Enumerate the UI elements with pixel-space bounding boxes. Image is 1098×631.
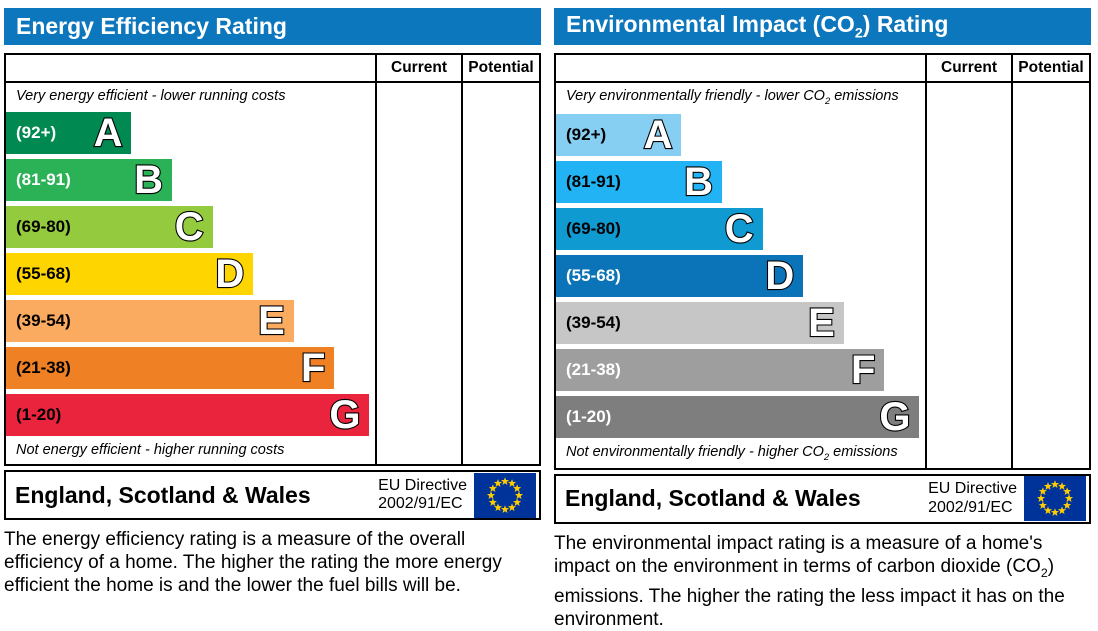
band-range-label: (1-20): [16, 405, 62, 424]
band-row-e: (39-54) E: [556, 300, 844, 345]
current-column-header: Current: [375, 55, 461, 83]
band-range-label: (21-38): [16, 358, 71, 377]
band-range-label: (69-80): [16, 217, 71, 236]
band-row-e: (39-54) E: [6, 299, 294, 343]
top-note: Very energy efficient - lower running co…: [16, 88, 286, 104]
environmental-impact-panel: Environmental Impact (CO2) Rating Curren…: [554, 8, 1091, 630]
band-letter: B: [683, 159, 714, 204]
band-letter: D: [214, 252, 245, 296]
band-letter: E: [257, 299, 286, 343]
panel-title-text: Energy Efficiency Rating: [16, 13, 287, 39]
potential-column: [461, 83, 539, 464]
region-label: England, Scotland & Wales: [15, 481, 311, 508]
band-letter: D: [764, 253, 795, 298]
band-range-label: (39-54): [16, 311, 71, 330]
band-letter: F: [300, 346, 327, 390]
band-letter: C: [724, 206, 755, 251]
band-range-label: (1-20): [566, 406, 612, 426]
band-range-label: (55-68): [16, 264, 71, 283]
eu-flag-icon: [1024, 476, 1086, 522]
band-row-d: (55-68) D: [6, 252, 254, 296]
epc-rating-charts: Energy Efficiency Rating Current Potenti…: [4, 8, 1091, 630]
band-letter: A: [92, 111, 123, 155]
band-range-label: (69-80): [566, 218, 621, 238]
band-range-label: (55-68): [566, 265, 621, 285]
footer-bar: England, Scotland & Wales EU Directive 2…: [554, 473, 1091, 524]
band-letter: F: [850, 347, 877, 392]
band-letter: C: [174, 205, 205, 249]
band-letter: A: [642, 112, 673, 157]
band-row-f: (21-38) F: [6, 346, 335, 390]
band-row-a: (92+) A: [556, 112, 682, 157]
bottom-note: Not energy efficient - higher running co…: [16, 442, 285, 458]
band-range-label: (21-38): [566, 359, 621, 379]
band-row-g: (1-20) G: [6, 393, 370, 437]
eu-directive-label: EU Directive 2002/91/EC: [378, 476, 467, 512]
bottom-note: Not environmentally friendly - higher CO…: [566, 443, 898, 462]
footer-bar: England, Scotland & Wales EU Directive 2…: [4, 470, 541, 520]
current-column: [925, 83, 1011, 468]
band-row-b: (81-91) B: [556, 159, 723, 204]
potential-column-header: Potential: [1011, 55, 1089, 83]
band-row-f: (21-38) F: [556, 347, 885, 392]
environmental-rating-chart: Current Potential Very environmentally f…: [554, 53, 1091, 470]
potential-column-header: Potential: [461, 55, 539, 83]
environmental-impact-title: Environmental Impact (CO2) Rating: [554, 8, 1091, 45]
energy-efficiency-title: Energy Efficiency Rating: [4, 8, 541, 45]
energy-rating-chart: Current Potential Very energy efficient …: [4, 53, 541, 466]
band-row-g: (1-20) G: [556, 394, 920, 439]
potential-column: [1011, 83, 1089, 468]
region-label: England, Scotland & Wales: [565, 485, 861, 512]
current-column-header: Current: [925, 55, 1011, 83]
rating-bands-area: Very energy efficient - lower running co…: [6, 83, 375, 464]
band-letter: G: [328, 393, 361, 437]
band-letter: B: [133, 158, 164, 202]
band-range-label: (81-91): [566, 171, 621, 191]
rating-header-spacer: [6, 55, 375, 83]
band-row-c: (69-80) C: [556, 206, 763, 251]
energy-description-text: The energy efficiency rating is a measur…: [4, 529, 502, 596]
band-row-b: (81-91) B: [6, 158, 173, 202]
band-row-d: (55-68) D: [556, 253, 804, 298]
energy-efficiency-panel: Energy Efficiency Rating Current Potenti…: [4, 8, 541, 613]
panel-title-text: Environmental Impact (CO2) Rating: [566, 11, 949, 42]
environmental-description-text: The environmental impact rating is a mea…: [554, 532, 1065, 630]
band-range-label: (39-54): [566, 312, 621, 332]
eu-directive-label: EU Directive 2002/91/EC: [928, 480, 1017, 516]
eu-flag-icon: [474, 472, 536, 518]
band-row-c: (69-80) C: [6, 205, 213, 249]
band-letter: E: [807, 300, 836, 345]
band-range-label: (81-91): [16, 170, 71, 189]
rating-bands-area: Very environmentally friendly - lower CO…: [556, 83, 925, 468]
rating-header-spacer: [556, 55, 925, 83]
top-note: Very environmentally friendly - lower CO…: [566, 88, 899, 106]
band-range-label: (92+): [16, 123, 57, 142]
current-column: [375, 83, 461, 464]
band-letter: G: [878, 394, 911, 439]
band-range-label: (92+): [566, 124, 607, 144]
band-row-a: (92+) A: [6, 111, 132, 155]
